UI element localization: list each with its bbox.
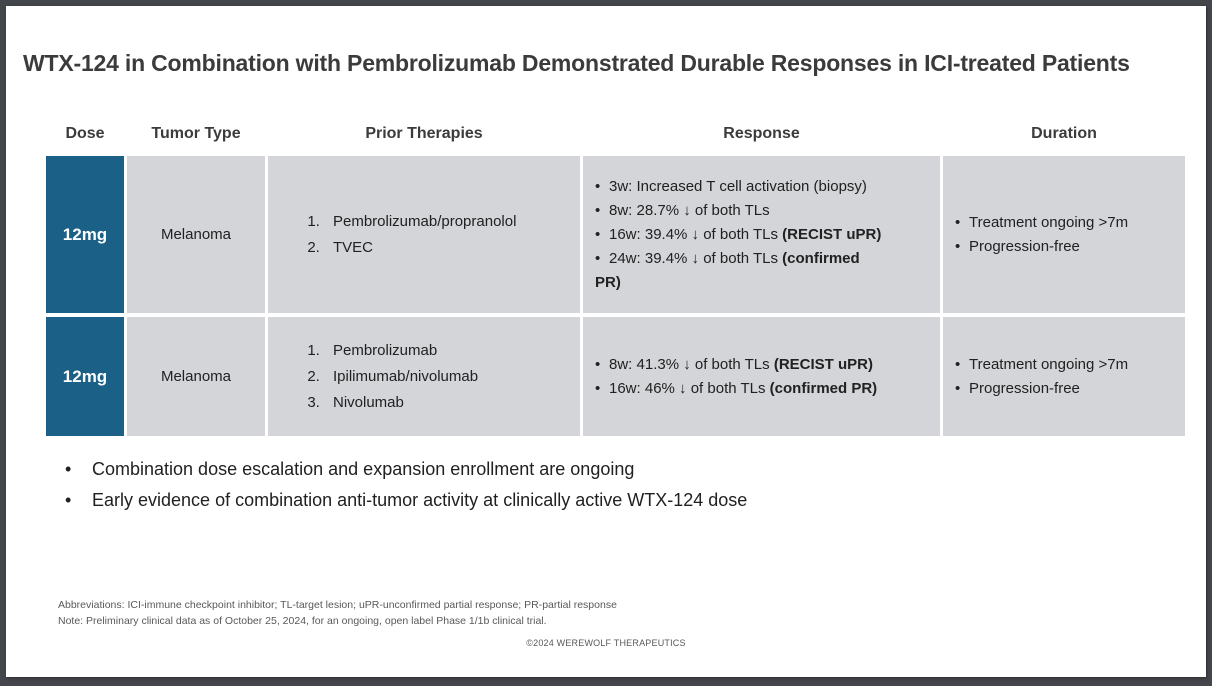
duration-list: Treatment ongoing >7m Progression-free bbox=[943, 211, 1185, 259]
slide: WTX-124 in Combination with Pembrolizuma… bbox=[6, 6, 1206, 677]
column-header-response: Response bbox=[723, 125, 800, 142]
prior-therapy-item: Ipilimumab/nivolumab bbox=[324, 364, 580, 390]
duration-item: Treatment ongoing >7m bbox=[955, 211, 1177, 235]
column-header-tumor-type: Tumor Type bbox=[151, 125, 241, 142]
dose-value: 12mg bbox=[62, 224, 108, 244]
response-list: 3w: Increased T cell activation (biopsy)… bbox=[583, 175, 940, 295]
response-list: 8w: 41.3% ↓ of both TLs (RECIST uPR) 16w… bbox=[583, 353, 940, 401]
duration-item: Progression-free bbox=[955, 235, 1177, 259]
tumor-type-value: Melanoma bbox=[160, 226, 232, 243]
dose-cell: 12mg bbox=[46, 317, 124, 436]
key-point-item: Early evidence of combination anti-tumor… bbox=[65, 485, 747, 516]
duration-list: Treatment ongoing >7m Progression-free bbox=[943, 353, 1185, 401]
response-item: 16w: 46% ↓ of both TLs (confirmed PR) bbox=[595, 377, 932, 401]
tumor-type-cell: Melanoma bbox=[127, 317, 265, 436]
response-highlight: (RECIST uPR) bbox=[782, 225, 882, 243]
key-points-list: Combination dose escalation and expansio… bbox=[65, 454, 747, 516]
response-text: 8w: 28.7% ↓ of both TLs bbox=[609, 201, 770, 219]
tumor-type-value: Melanoma bbox=[160, 368, 232, 385]
prior-therapy-item: Nivolumab bbox=[324, 390, 580, 416]
response-item: 8w: 28.7% ↓ of both TLs bbox=[595, 199, 932, 223]
prior-therapies-list: Pembrolizumab Ipilimumab/nivolumab Nivol… bbox=[268, 338, 580, 416]
response-cell: 3w: Increased T cell activation (biopsy)… bbox=[583, 156, 940, 313]
results-table: Dose Tumor Type Prior Therapies Response… bbox=[46, 116, 1185, 436]
response-highlight: (confirmed bbox=[782, 249, 860, 267]
response-highlight: PR) bbox=[595, 273, 621, 291]
copyright-text: ©2024 WEREWOLF THERAPEUTICS bbox=[526, 638, 686, 648]
abbreviations-footnote: Abbreviations: ICI-immune checkpoint inh… bbox=[58, 599, 617, 611]
response-text: 16w: 46% ↓ of both TLs bbox=[609, 379, 770, 397]
response-text: 8w: 41.3% ↓ of both TLs bbox=[609, 355, 774, 373]
column-header-prior-therapies: Prior Therapies bbox=[365, 125, 483, 142]
dose-cell: 12mg bbox=[46, 156, 124, 313]
prior-therapies-cell: Pembrolizumab/propranolol TVEC bbox=[268, 156, 580, 313]
response-highlight: (confirmed PR) bbox=[769, 379, 878, 397]
duration-item: Treatment ongoing >7m bbox=[955, 353, 1177, 377]
dose-value: 12mg bbox=[62, 366, 108, 386]
duration-cell: Treatment ongoing >7m Progression-free bbox=[943, 156, 1185, 313]
duration-item: Progression-free bbox=[955, 377, 1177, 401]
response-item: 3w: Increased T cell activation (biopsy) bbox=[595, 175, 932, 199]
response-text: 16w: 39.4% ↓ of both TLs bbox=[609, 225, 783, 243]
prior-therapies-cell: Pembrolizumab Ipilimumab/nivolumab Nivol… bbox=[268, 317, 580, 436]
column-header-dose: Dose bbox=[65, 125, 105, 142]
response-item: 16w: 39.4% ↓ of both TLs (RECIST uPR) bbox=[595, 223, 932, 247]
slide-title: WTX-124 in Combination with Pembrolizuma… bbox=[23, 50, 1130, 76]
note-footnote: Note: Preliminary clinical data as of Oc… bbox=[58, 615, 547, 627]
response-item: 24w: 39.4% ↓ of both TLs (confirmed PR) bbox=[595, 247, 932, 295]
key-point-item: Combination dose escalation and expansio… bbox=[65, 454, 747, 485]
response-cell: 8w: 41.3% ↓ of both TLs (RECIST uPR) 16w… bbox=[583, 317, 940, 436]
prior-therapy-item: Pembrolizumab bbox=[324, 338, 580, 364]
response-text: 24w: 39.4% ↓ of both TLs bbox=[609, 249, 783, 267]
prior-therapies-list: Pembrolizumab/propranolol TVEC bbox=[268, 209, 580, 261]
response-text: 3w: Increased T cell activation (biopsy) bbox=[609, 177, 867, 195]
prior-therapy-item: TVEC bbox=[324, 235, 580, 261]
duration-cell: Treatment ongoing >7m Progression-free bbox=[943, 317, 1185, 436]
prior-therapy-item: Pembrolizumab/propranolol bbox=[324, 209, 580, 235]
response-highlight: (RECIST uPR) bbox=[773, 355, 873, 373]
response-item: 8w: 41.3% ↓ of both TLs (RECIST uPR) bbox=[595, 353, 932, 377]
tumor-type-cell: Melanoma bbox=[127, 156, 265, 313]
footnotes: Abbreviations: ICI-immune checkpoint inh… bbox=[58, 597, 617, 629]
column-header-duration: Duration bbox=[1031, 125, 1097, 142]
